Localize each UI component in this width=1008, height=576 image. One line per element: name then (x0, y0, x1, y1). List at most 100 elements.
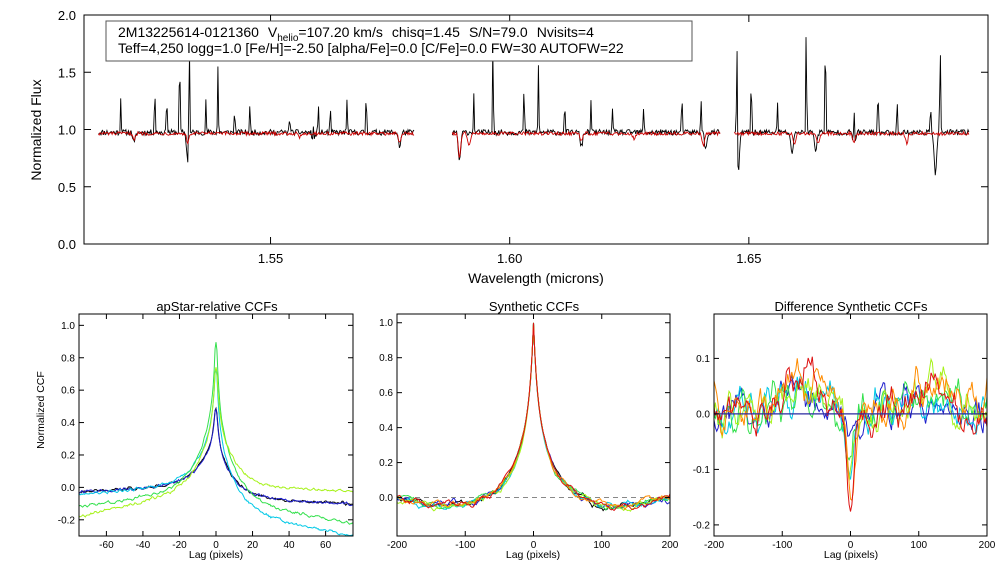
difference-ccf-panel: Difference Synthetic CCFs -200 -100 0 100 20… (693, 299, 996, 561)
x-tick-label: -200 (387, 540, 407, 551)
y-tick-label: 1.0 (379, 318, 393, 329)
star-id: 2M13225614-0121360 (118, 24, 259, 40)
y-tick-label: 2.0 (58, 8, 76, 23)
apstar-ccf-series-line (78, 407, 354, 507)
x-tick-label: 0 (531, 540, 537, 551)
difference-ccf-title: Difference Synthetic CCFs (775, 299, 928, 314)
synthetic-ccf-series-line (396, 322, 671, 511)
spectrum-lines (98, 37, 970, 176)
y-tick-label: 0.6 (61, 386, 75, 397)
model-spectrum-line (98, 130, 415, 145)
y-tick-label: 0.4 (379, 423, 393, 434)
x-tick-label: 0 (213, 540, 219, 551)
y-tick-label: 0.2 (61, 450, 75, 461)
apstar-ccf-panel: apStar-relative CCFs -60 -40 -20 0 20 40 60 -0.… (35, 299, 354, 561)
model-spectrum-line (451, 130, 721, 158)
y-tick-label: 0.0 (696, 409, 710, 420)
synthetic-ccf-xlabel: Lag (pixels) (506, 549, 560, 561)
x-tick-label: 40 (284, 540, 296, 551)
x-tick-label: 1.55 (258, 251, 283, 266)
synthetic-ccf-series-line (396, 322, 671, 511)
difference-ccf-series-line (713, 357, 988, 481)
apstar-ccf-xlabel: Lag (pixels) (189, 549, 243, 561)
vhelio-sub: helio (277, 33, 299, 44)
y-tick-label: 0.2 (379, 458, 393, 469)
difference-ccf-series-line (713, 356, 988, 512)
x-tick-label: -20 (172, 540, 187, 551)
nvisits: Nvisits=4 (537, 24, 594, 40)
x-tick-label: 200 (979, 540, 996, 551)
y-tick-label: 0.8 (61, 353, 75, 364)
y-tick-label: -0.1 (693, 465, 711, 476)
y-tick-label: 1.5 (58, 65, 76, 80)
chisq: chisq=1.45 (392, 24, 460, 40)
observed-spectrum-line (734, 37, 970, 176)
model-spectrum-line (734, 130, 970, 147)
synthetic-ccf-series-line (396, 322, 671, 512)
synthetic-ccf-frame (396, 313, 671, 537)
apstar-ccf-series-line (78, 367, 354, 518)
synthetic-ccf-ticks: -200 -100 0 100 200 0.0 0.2 0.4 0.6 0.8 1.0 (379, 314, 679, 551)
y-tick-label: 0.4 (61, 418, 75, 429)
y-tick-label: -0.2 (58, 515, 76, 526)
y-tick-label: 0.1 (696, 354, 710, 365)
synthetic-ccf-series-line (396, 322, 671, 509)
x-tick-label: 20 (247, 540, 259, 551)
x-tick-label: -200 (704, 540, 724, 551)
apstar-ccf-ticks: -60 -40 -20 0 20 40 60 -0.2 0.0 0.2 0.4 0.6 0.8 1.0 (58, 314, 353, 551)
info-line1: 2M13225614-0121360 Vhelio=107.20 km/s chis… (118, 24, 594, 44)
difference-ccf-series-line (713, 376, 988, 480)
synthetic-ccf-series-line (396, 322, 671, 512)
difference-ccf-xlabel: Lag (pixels) (824, 549, 878, 561)
info-line2: Teff=4,250 logg=1.0 [Fe/H]=-2.50 [alpha/… (118, 40, 624, 56)
x-tick-label: 100 (910, 540, 927, 551)
synthetic-ccf-lines (396, 322, 671, 512)
synthetic-ccf-title: Synthetic CCFs (489, 299, 580, 314)
apstar-ccf-series-line (78, 368, 354, 537)
y-tick-label: 1.0 (58, 123, 76, 138)
y-tick-label: 0.0 (61, 483, 75, 494)
x-tick-label: 1.60 (497, 251, 522, 266)
vhelio-label: V (268, 24, 278, 40)
y-tick-label: 0.0 (379, 493, 393, 504)
observed-spectrum-line (451, 48, 721, 161)
vhelio-value: =107.20 km/s (298, 24, 382, 40)
apstar-ccf-title: apStar-relative CCFs (156, 299, 278, 314)
y-tick-label: 1.0 (61, 321, 75, 332)
snr: S/N=79.0 (469, 24, 528, 40)
spectrum-xlabel: Wavelength (microns) (468, 270, 604, 286)
x-tick-label: 200 (662, 540, 679, 551)
x-tick-label: 1.65 (736, 251, 761, 266)
x-tick-label: 100 (593, 540, 610, 551)
spectrum-ylabel: Normalized Flux (28, 79, 44, 180)
apstar-ccf-lines (78, 342, 354, 537)
y-tick-label: 0.6 (379, 388, 393, 399)
difference-ccf-ticks: -200 -100 0 100 200 -0.2 -0.1 0.0 0.1 (693, 314, 996, 551)
apstar-ccf-series-line (78, 342, 354, 525)
x-tick-label: 0 (848, 540, 854, 551)
apstar-ccf-ylabel: Normalized CCF (35, 371, 47, 449)
difference-ccf-lines (713, 356, 988, 512)
observed-spectrum-line (98, 52, 415, 163)
synthetic-ccf-panel: Synthetic CCFs -200 -100 0 100 200 0.0 0.2 0.4 0… (379, 299, 679, 561)
y-tick-label: 0.0 (58, 237, 76, 252)
apstar-ccf-series-line (78, 406, 354, 507)
spectrum-panel: 1.55 1.60 1.65 0.0 0.5 1.0 1.5 2.0 2M13225614-0… (28, 8, 989, 286)
x-tick-label: -40 (136, 540, 151, 551)
x-tick-label: -100 (772, 540, 792, 551)
y-tick-label: 0.8 (379, 353, 393, 364)
x-tick-label: -100 (455, 540, 475, 551)
difference-ccf-frame (713, 313, 988, 537)
x-tick-label: 60 (320, 540, 332, 551)
apstar-ccf-frame (78, 313, 354, 537)
synthetic-ccf-series-line (396, 322, 671, 512)
x-tick-label: -60 (99, 540, 114, 551)
spectrum-ticks: 1.55 1.60 1.65 0.0 0.5 1.0 1.5 2.0 (58, 8, 988, 266)
y-tick-label: -0.2 (693, 520, 711, 531)
synthetic-ccf-series-line (396, 322, 671, 511)
info-box (105, 20, 693, 62)
y-tick-label: 0.5 (58, 180, 76, 195)
difference-ccf-series-line (713, 358, 988, 502)
